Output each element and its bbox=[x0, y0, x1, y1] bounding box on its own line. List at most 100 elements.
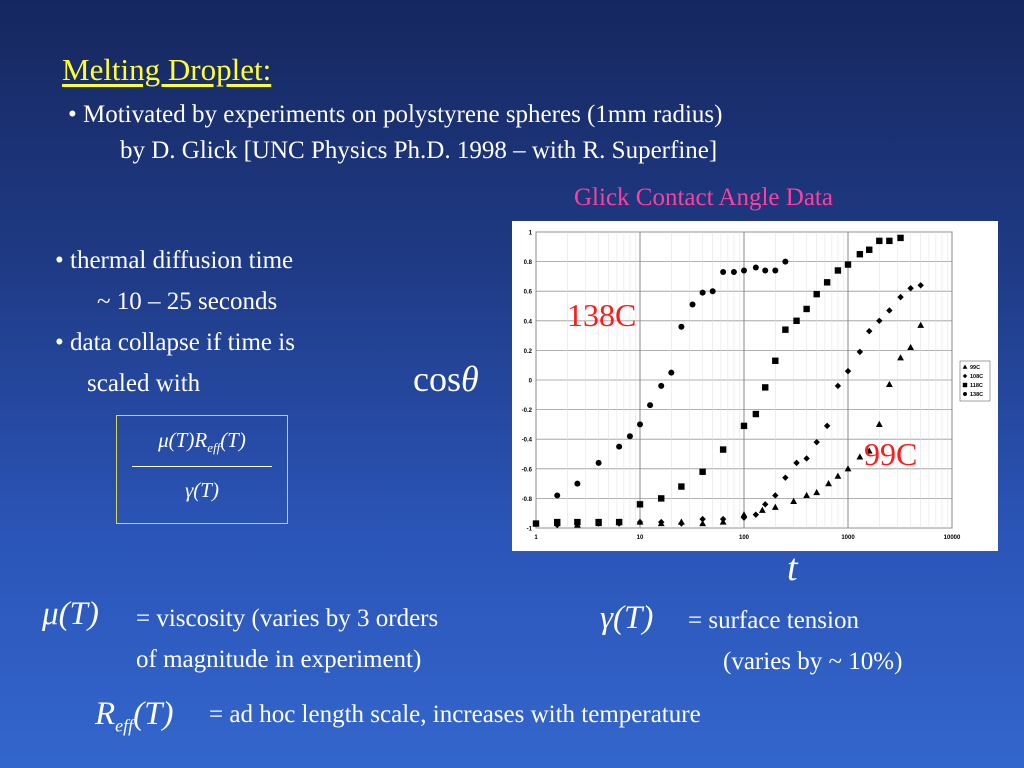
reff-sub: eff bbox=[115, 715, 134, 736]
data-point-99c bbox=[758, 506, 766, 513]
y-tick-label: 0 bbox=[529, 379, 533, 385]
diffusion-bullet: • thermal diffusion time bbox=[55, 247, 294, 274]
data-point-99c bbox=[699, 519, 707, 527]
collapse-bullet-cont: scaled with bbox=[87, 370, 201, 397]
data-point-118c bbox=[554, 518, 561, 526]
data-point-99c bbox=[771, 503, 779, 510]
data-point-108c bbox=[886, 307, 893, 314]
data-point-108c bbox=[793, 459, 800, 467]
data-point-108c bbox=[740, 514, 748, 521]
y-tick-label: -0.6 bbox=[522, 467, 533, 473]
x-tick-label: 100 bbox=[739, 535, 750, 541]
data-point-138c bbox=[772, 267, 779, 274]
x-tick-label: 10000 bbox=[944, 535, 961, 541]
fraction-numerator: μ(T)Reff(T) bbox=[117, 428, 287, 456]
surface-tension-line-2: (varies by ~ 10%) bbox=[723, 648, 903, 675]
data-point-118c bbox=[678, 483, 685, 490]
legend-label: 99C bbox=[970, 365, 980, 371]
y-tick-label: 0.2 bbox=[524, 349, 533, 355]
data-point-138c bbox=[574, 480, 581, 487]
theta-symbol: θ bbox=[461, 359, 479, 399]
data-point-138c bbox=[678, 323, 685, 330]
data-point-118c bbox=[772, 357, 779, 364]
y-tick-label: -0.2 bbox=[522, 408, 533, 414]
y-tick-label: 0.6 bbox=[524, 290, 533, 296]
label-99c: 99C bbox=[864, 436, 918, 472]
scaling-fraction-box: μ(T)Reff(T) γ(T) bbox=[116, 415, 288, 524]
reff-symbol: Reff(T) bbox=[95, 696, 174, 737]
legend-marker bbox=[962, 382, 968, 388]
data-point-99c bbox=[825, 480, 832, 487]
y-axis-symbol: cosθ bbox=[413, 358, 479, 400]
data-point-138c bbox=[782, 258, 789, 265]
x-tick-label: 1 bbox=[534, 535, 538, 541]
data-point-118c bbox=[615, 518, 623, 526]
label-138c: 138C bbox=[567, 297, 637, 333]
data-point-118c bbox=[636, 501, 644, 508]
data-point-99c bbox=[790, 497, 798, 504]
data-point-118c bbox=[762, 384, 769, 391]
surface-tension-symbol: γ(T) bbox=[600, 600, 654, 636]
numerator-tail: (T) bbox=[220, 428, 246, 452]
chart-svg: 10.80.60.40.20-0.2-0.4-0.6-0.8-11 10 100 10… bbox=[522, 231, 991, 541]
motivation-line-2: by D. Glick [UNC Physics Ph.D. 1998 – wi… bbox=[120, 137, 718, 164]
data-point-118c bbox=[782, 326, 789, 333]
x-tick-label: 10 bbox=[637, 535, 644, 541]
data-point-118c bbox=[793, 317, 800, 324]
reff-main: R bbox=[95, 696, 116, 732]
data-point-138c bbox=[637, 421, 643, 428]
data-point-99c bbox=[865, 447, 873, 454]
legend-marker bbox=[962, 364, 968, 369]
legend-marker bbox=[963, 392, 967, 396]
y-tick-label: -0.4 bbox=[522, 438, 533, 444]
data-point-99c bbox=[856, 453, 864, 460]
viscosity-definition: = viscosity (varies by 3 orders of magni… bbox=[136, 598, 438, 680]
data-point-118c bbox=[658, 495, 665, 502]
contact-angle-chart: 1 0.8 0.6 0.4 0.2 0 -0.2 -0.4 -0.6 -0.8 -1 1 10 100 10… bbox=[512, 221, 998, 551]
data-point-118c bbox=[876, 237, 883, 245]
data-point-108c bbox=[917, 282, 924, 289]
data-point-118c bbox=[752, 410, 760, 418]
data-point-108c bbox=[813, 438, 820, 446]
data-point-118c bbox=[595, 518, 602, 526]
y-tick-label: 0.4 bbox=[524, 319, 533, 325]
data-point-118c bbox=[699, 468, 706, 475]
data-point-138c bbox=[689, 301, 696, 308]
fraction-denominator: γ(T) bbox=[185, 478, 219, 502]
data-point-99c bbox=[813, 488, 821, 496]
viscosity-line-2: of magnitude in experiment) bbox=[136, 646, 422, 673]
data-point-99c bbox=[907, 343, 915, 351]
surface-tension-line-1: = surface tension bbox=[688, 607, 859, 634]
data-point-118c bbox=[719, 446, 727, 453]
data-point-99c bbox=[834, 472, 842, 479]
reff-definition: = ad hoc length scale, increases with te… bbox=[209, 701, 701, 728]
data-point-118c bbox=[834, 267, 842, 274]
data-point-138c bbox=[554, 492, 561, 499]
data-point-108c bbox=[782, 474, 789, 481]
data-point-138c bbox=[595, 459, 602, 466]
y-tick-label: 0.8 bbox=[524, 260, 533, 266]
data-point-118c bbox=[740, 422, 748, 430]
data-point-108c bbox=[752, 511, 760, 518]
diffusion-range: ~ 10 – 25 seconds bbox=[97, 288, 278, 315]
data-point-138c bbox=[730, 268, 737, 275]
y-tick-label: -0.8 bbox=[522, 497, 533, 503]
data-point-118c bbox=[823, 279, 831, 286]
data-point-138c bbox=[720, 268, 727, 275]
data-point-118c bbox=[897, 234, 904, 242]
surface-tension-definition: = surface tension (varies by ~ 10%) bbox=[688, 600, 902, 682]
motivation-line-1: • Motivated by experiments on polystyren… bbox=[68, 101, 723, 128]
cos-text: cos bbox=[413, 359, 461, 399]
data-point-118c bbox=[574, 518, 581, 526]
data-point-108c bbox=[897, 293, 904, 301]
legend-label: 108C bbox=[970, 374, 983, 380]
data-point-99c bbox=[917, 321, 925, 328]
data-point-138c bbox=[533, 520, 539, 527]
data-point-108c bbox=[856, 348, 864, 356]
x-axis-symbol: t bbox=[787, 547, 798, 589]
data-point-118c bbox=[866, 246, 873, 253]
data-point-108c bbox=[762, 501, 769, 508]
viscosity-line-1: = viscosity (varies by 3 orders bbox=[136, 605, 439, 632]
left-bullets: • thermal diffusion time ~ 10 – 25 secon… bbox=[55, 240, 415, 404]
data-point-99c bbox=[885, 380, 893, 388]
